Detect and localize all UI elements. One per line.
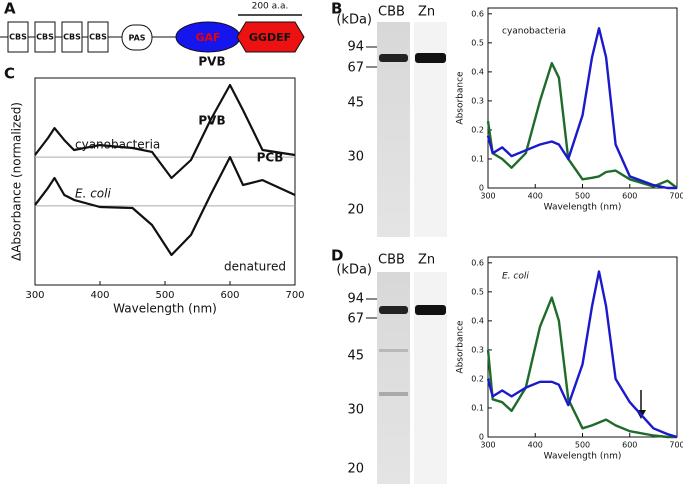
domain-box bbox=[7, 21, 29, 53]
gel-band bbox=[379, 349, 408, 352]
series-line bbox=[486, 27, 677, 190]
chart-title: cyanobacteria bbox=[502, 27, 566, 37]
y-tick-label: 0.2 bbox=[471, 125, 484, 134]
gel: CBB Zn (kDa) 94 67 45 30 20 bbox=[336, 5, 447, 237]
series-line bbox=[34, 156, 296, 257]
gel-band bbox=[415, 305, 446, 315]
chart-title: E. coli bbox=[502, 272, 529, 282]
y-tick-label: 0.5 bbox=[471, 287, 484, 296]
series-label: cyanobacteria bbox=[75, 138, 160, 152]
marker-label: 45 bbox=[347, 349, 364, 364]
marker-label: 94 bbox=[347, 40, 364, 55]
y-tick-label: 0.1 bbox=[471, 154, 484, 163]
x-tick-label: 600 bbox=[220, 290, 239, 301]
domain-label: CBS bbox=[36, 33, 54, 42]
y-tick-label: 0 bbox=[479, 433, 484, 442]
series-line bbox=[34, 83, 296, 180]
marker-label: 67 bbox=[347, 312, 364, 327]
domain-label: GAF bbox=[195, 31, 220, 44]
lane-label: CBB bbox=[378, 5, 405, 20]
y-axis-label: Absorbance bbox=[456, 71, 466, 125]
y-tick-label: 0.2 bbox=[471, 374, 484, 383]
domain-label: GGDEF bbox=[249, 31, 291, 44]
gel: CBB Zn (kDa) 94 67 45 30 20 bbox=[336, 253, 447, 484]
y-tick-label: 0.1 bbox=[471, 403, 484, 412]
series-label: E. coli bbox=[75, 187, 111, 201]
panel-label: A bbox=[4, 0, 16, 18]
marker-label: 30 bbox=[347, 403, 364, 418]
x-tick-label: 300 bbox=[480, 441, 495, 450]
series-line bbox=[486, 62, 678, 189]
y-axis-label: ΔAbsorbance (normalized) bbox=[10, 102, 24, 261]
y-tick-label: 0.3 bbox=[471, 345, 484, 354]
panel-label: B bbox=[331, 0, 342, 18]
marker-label: 20 bbox=[347, 462, 364, 477]
panel-label: C bbox=[4, 65, 15, 83]
domain-diagram: CBS CBS CBS CBS PAS GAF GGDEF 200 a.a. bbox=[0, 2, 305, 53]
y-tick-label: 0 bbox=[479, 184, 484, 193]
x-tick-label: 500 bbox=[155, 290, 174, 301]
x-tick-label: 700 bbox=[285, 290, 304, 301]
annotation: PCB bbox=[257, 151, 284, 165]
domain-box bbox=[87, 21, 109, 53]
marker-label: 67 bbox=[347, 61, 364, 76]
x-tick-label: 300 bbox=[480, 192, 495, 201]
x-tick-label: 600 bbox=[622, 192, 637, 201]
x-tick-label: 400 bbox=[528, 192, 543, 201]
domain-box bbox=[61, 21, 83, 53]
annotation: denatured bbox=[224, 260, 286, 274]
gel-band bbox=[379, 54, 408, 62]
lane-label: CBB bbox=[378, 253, 405, 268]
lane-label: Zn bbox=[418, 253, 435, 268]
domain-box bbox=[34, 21, 56, 53]
x-axis-label: Wavelength (nm) bbox=[544, 203, 622, 213]
x-tick-label: 600 bbox=[622, 441, 637, 450]
y-tick-label: 0.6 bbox=[471, 9, 484, 18]
x-tick-label: 700 bbox=[669, 441, 683, 450]
gel-band bbox=[379, 306, 408, 314]
x-tick-label: 300 bbox=[25, 290, 44, 301]
marker-label: 94 bbox=[347, 292, 364, 307]
x-tick-label: 400 bbox=[528, 441, 543, 450]
annotation: PVB bbox=[198, 114, 225, 128]
annotation: PVB bbox=[198, 55, 225, 69]
domain-label: CBS bbox=[9, 33, 27, 42]
gel-band bbox=[379, 392, 408, 396]
x-tick-label: 400 bbox=[90, 290, 109, 301]
lane-label: Zn bbox=[418, 5, 435, 20]
marker-unit: (kDa) bbox=[336, 263, 372, 278]
gel-lane bbox=[377, 272, 410, 484]
x-axis-label: Wavelength (nm) bbox=[544, 452, 622, 462]
marker-label: 20 bbox=[347, 203, 364, 218]
y-tick-label: 0.4 bbox=[471, 316, 484, 325]
x-tick-label: 500 bbox=[575, 441, 590, 450]
y-tick-label: 0.6 bbox=[471, 258, 484, 267]
domain-label: CBS bbox=[63, 33, 81, 42]
domain-box bbox=[121, 24, 153, 51]
marker-label: 30 bbox=[347, 150, 364, 165]
series-line bbox=[486, 296, 677, 439]
panel-label: D bbox=[331, 247, 343, 265]
x-tick-label: 500 bbox=[575, 192, 590, 201]
domain-box bbox=[236, 21, 305, 53]
plot-frame bbox=[487, 256, 678, 438]
x-axis-label: Wavelength (nm) bbox=[113, 302, 217, 316]
gel-lane bbox=[414, 272, 447, 484]
scale-bar-label: 200 a.a. bbox=[252, 2, 289, 12]
series-line bbox=[486, 270, 678, 439]
y-tick-label: 0.3 bbox=[471, 96, 484, 105]
domain-label: PAS bbox=[128, 34, 145, 43]
y-axis-label: Absorbance bbox=[456, 320, 466, 374]
y-tick-label: 0.4 bbox=[471, 67, 484, 76]
marker-label: 45 bbox=[347, 96, 364, 111]
marker-unit: (kDa) bbox=[336, 13, 372, 28]
domain-label: CBS bbox=[89, 33, 107, 42]
y-tick-label: 0.5 bbox=[471, 38, 484, 47]
x-tick-label: 700 bbox=[669, 192, 683, 201]
gel-band bbox=[415, 53, 446, 63]
